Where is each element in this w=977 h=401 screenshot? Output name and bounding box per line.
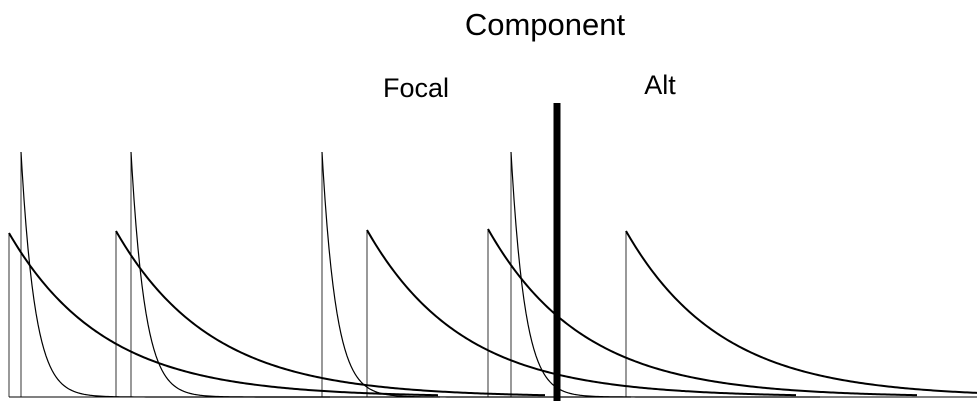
- curve-5-decay: [8, 232, 439, 397]
- decay-curves: [8, 151, 977, 398]
- curve-6-decay: [115, 230, 546, 397]
- curve-8-decay: [487, 228, 918, 397]
- curve-9-decay: [625, 230, 977, 394]
- alt-label: Alt: [644, 70, 676, 100]
- title-label: Component: [465, 7, 626, 42]
- curve-3-decay: [321, 151, 631, 398]
- curve-1-decay: [20, 151, 330, 398]
- curve-4-decay: [510, 151, 820, 398]
- curve-2-decay: [130, 151, 440, 398]
- curve-7-decay: [366, 229, 797, 397]
- focal-label: Focal: [383, 73, 449, 103]
